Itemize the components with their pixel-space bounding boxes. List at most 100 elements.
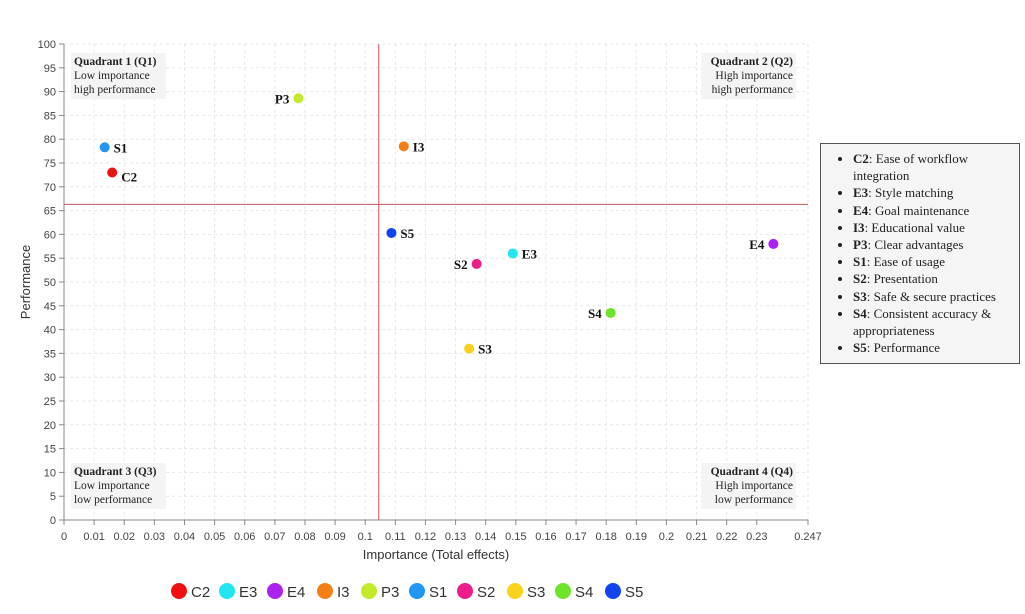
legend-swatch	[507, 583, 523, 599]
legend-label: C2	[191, 584, 210, 601]
legend-swatch	[605, 583, 621, 599]
x-tick-label: 0.08	[294, 531, 315, 543]
point-s4[interactable]: S4	[588, 306, 616, 321]
quadrant-label-q3: Quadrant 3 (Q3) Low importance low perform…	[71, 463, 166, 509]
quadrant-label-background	[71, 53, 166, 99]
y-tick-label: 15	[44, 444, 56, 456]
y-tick-label: 25	[44, 396, 56, 408]
key-item-s4: S4: Consistent accuracy & appropriatenes…	[853, 305, 1013, 339]
y-tick-label: 30	[44, 372, 56, 384]
key-code: S1	[853, 254, 867, 270]
key-code: E3	[853, 185, 869, 201]
x-tick-label: 0.06	[234, 531, 255, 543]
x-tick-label: 0.03	[144, 531, 165, 543]
key-item-s5: S5: Performance	[853, 339, 1013, 356]
quadrant-label-background	[71, 463, 166, 509]
legend-item-s1[interactable]: S1	[409, 583, 447, 601]
point-label: C2	[121, 170, 137, 185]
point-marker[interactable]	[464, 343, 475, 354]
x-tick-label: 0.14	[475, 531, 496, 543]
x-tick-label: 0.13	[445, 531, 466, 543]
legend-label: E3	[239, 584, 257, 601]
point-label: P3	[275, 91, 290, 106]
reference-lines	[64, 44, 808, 520]
y-tick-label: 0	[50, 515, 56, 527]
x-tick-label: 0.21	[686, 531, 707, 543]
point-label: E4	[749, 237, 765, 252]
quadrant-title: Quadrant 4 (Q4)	[711, 466, 794, 478]
legend-item-s3[interactable]: S3	[507, 583, 545, 601]
legend-label: I3	[337, 584, 350, 601]
quadrant-label-q4: Quadrant 4 (Q4) High importance low perfor…	[701, 463, 796, 509]
legend-swatch	[267, 583, 283, 599]
legend-label: S5	[625, 584, 643, 601]
legend-item-p3[interactable]: P3	[361, 583, 399, 601]
x-tick-label: 0.01	[83, 531, 104, 543]
point-marker[interactable]	[386, 227, 397, 238]
legend-item-c2[interactable]: C2	[171, 583, 210, 601]
key-description: : Safe & secure practices	[866, 288, 996, 304]
point-s1[interactable]: S1	[99, 140, 128, 155]
key-item-p3: P3: Clear advantages	[853, 236, 1013, 253]
y-tick-label: 75	[44, 158, 56, 170]
point-s3[interactable]: S3	[464, 342, 492, 357]
y-tick-label: 10	[44, 467, 56, 479]
quadrant-importance-text: Low importance	[74, 480, 150, 492]
legend-item-s5[interactable]: S5	[605, 583, 643, 601]
point-marker[interactable]	[107, 167, 118, 178]
legend-item-s2[interactable]: S2	[457, 583, 495, 601]
data-points: C2 E3 E4 I3 P3 S1 S2 S3 S4 S5	[99, 91, 779, 357]
quadrant-label-background	[701, 463, 796, 509]
x-tick-label: 0.12	[415, 531, 436, 543]
key-description: : Consistent accuracy & appropriateness	[853, 305, 992, 339]
legend-item-e4[interactable]: E4	[267, 583, 305, 601]
quadrant-performance-text: low performance	[715, 494, 793, 506]
point-marker[interactable]	[471, 258, 482, 269]
point-marker[interactable]	[99, 142, 110, 153]
point-p3[interactable]: P3	[275, 91, 304, 106]
x-tick-label: 0.22	[716, 531, 737, 543]
key-description: : Performance	[866, 340, 941, 356]
key-description: : Presentation	[866, 271, 938, 287]
key-code: S5	[853, 340, 867, 356]
legend-item-s4[interactable]: S4	[555, 583, 593, 601]
point-marker[interactable]	[507, 248, 518, 259]
x-tick-label: 0.11	[385, 531, 406, 543]
y-tick-label: 85	[44, 110, 56, 122]
point-s5[interactable]: S5	[386, 226, 415, 241]
legend-label: E4	[287, 584, 305, 601]
y-tick-label: 35	[44, 348, 56, 360]
y-tick-label: 60	[44, 229, 56, 241]
point-i3[interactable]: I3	[398, 139, 425, 154]
key-description: : Ease of workflow integration	[853, 151, 969, 184]
point-s2[interactable]: S2	[454, 257, 482, 272]
quadrant-importance-text: High importance	[715, 70, 793, 82]
y-tick-label: 5	[50, 491, 56, 503]
x-tick-label: 0.02	[114, 531, 135, 543]
key-description: : Ease of usage	[866, 254, 946, 270]
point-marker[interactable]	[605, 307, 616, 318]
grid-layer	[63, 43, 809, 521]
y-tick-label: 55	[44, 253, 56, 265]
x-tick-label: 0.247	[794, 531, 822, 543]
quadrant-performance-text: low performance	[74, 494, 152, 506]
key-item-c2: C2: Ease of workflow integration	[853, 150, 1013, 184]
point-e4[interactable]: E4	[749, 237, 779, 252]
legend-item-e3[interactable]: E3	[219, 583, 257, 601]
legend-label: S1	[429, 584, 447, 601]
legend-label: S2	[477, 584, 495, 601]
quadrant-importance-text: High importance	[715, 480, 793, 492]
key-code: I3	[853, 219, 865, 235]
legend-item-i3[interactable]: I3	[317, 583, 350, 601]
x-tick-label: 0.2	[659, 531, 674, 543]
point-marker[interactable]	[398, 141, 409, 152]
point-c2[interactable]: C2	[107, 167, 137, 185]
point-marker[interactable]	[293, 93, 304, 104]
legend-label: S4	[575, 584, 593, 601]
key-code: S4	[853, 305, 867, 321]
point-e3[interactable]: E3	[507, 246, 538, 261]
legend-swatch	[317, 583, 333, 599]
y-tick-label: 90	[44, 87, 56, 99]
point-marker[interactable]	[768, 238, 779, 249]
